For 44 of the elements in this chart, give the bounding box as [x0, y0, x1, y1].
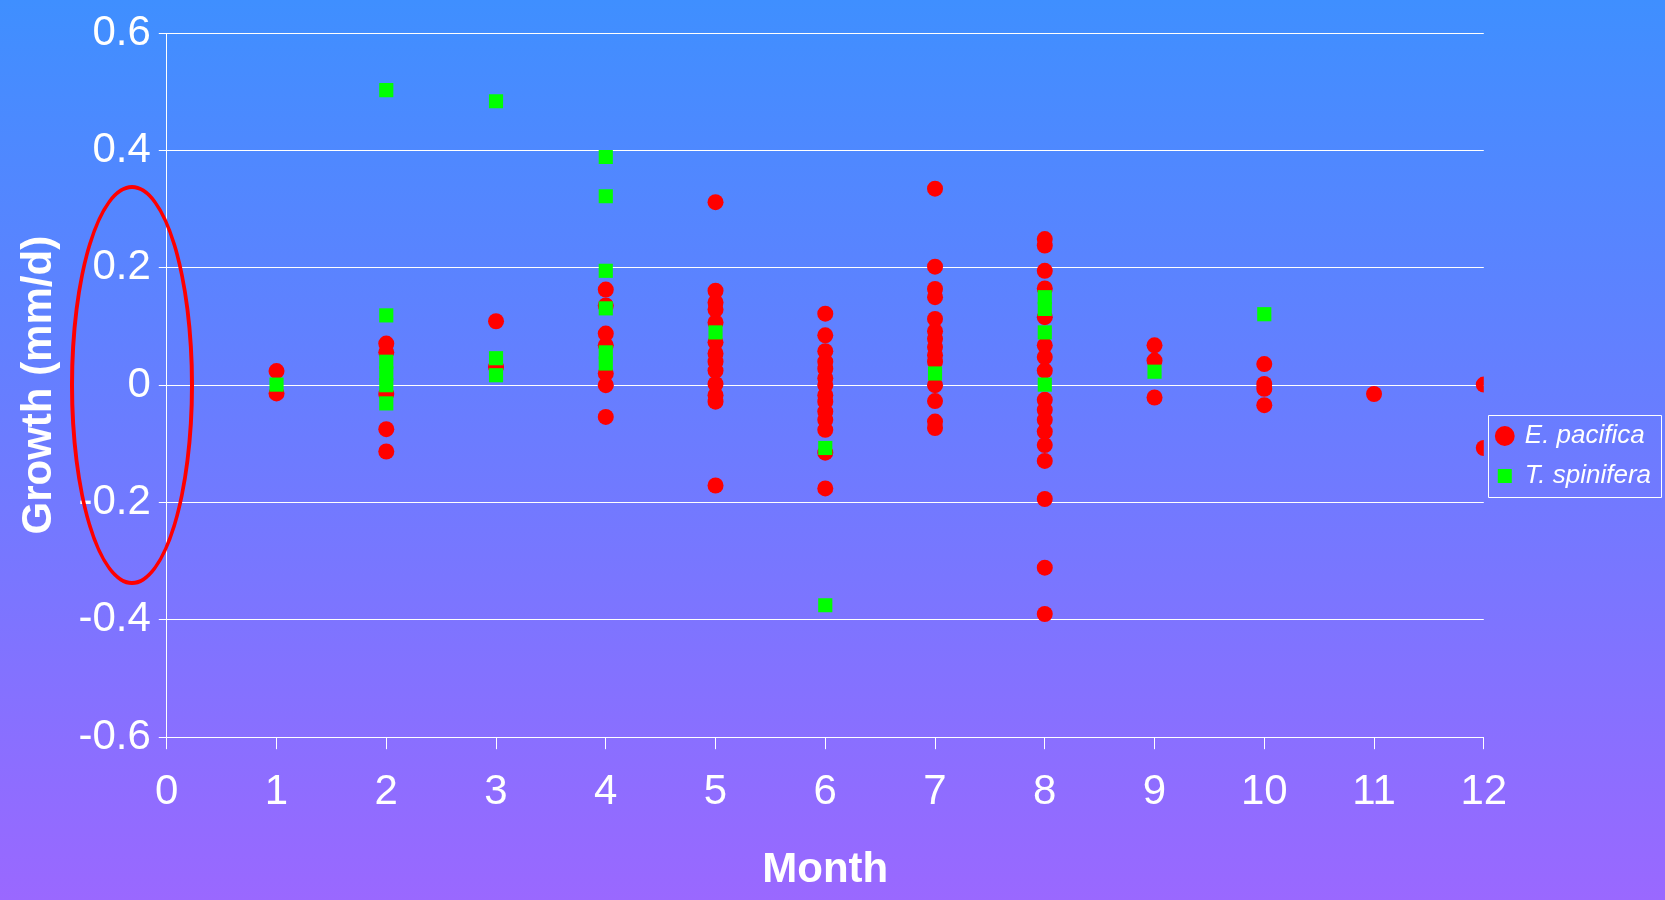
point: [379, 308, 394, 323]
y-tick-label: 0.4: [92, 124, 151, 172]
x-tick-label: 6: [813, 765, 837, 813]
point: [1037, 377, 1052, 392]
point: [1037, 301, 1052, 316]
legend-label: E. pacifica: [1524, 419, 1645, 450]
x-tick-label: 3: [484, 765, 508, 813]
x-tick-label: 4: [594, 765, 618, 813]
x-tick-label: 2: [374, 765, 398, 813]
point: [598, 189, 613, 204]
point: [379, 396, 394, 411]
point: [488, 94, 504, 109]
point: [379, 378, 394, 393]
x-tick-label: 12: [1460, 765, 1508, 813]
y-tick-label: 0.2: [92, 241, 151, 289]
point: [379, 83, 394, 98]
x-tick-label: 11: [1352, 765, 1396, 813]
y-axis-title: Growth (mm/d): [12, 235, 60, 535]
point: [1257, 307, 1272, 322]
x-axis-title: Month: [762, 844, 889, 892]
y-tick-label: 0: [127, 358, 151, 406]
point: [1147, 364, 1162, 379]
x-tick-label: 1: [264, 765, 289, 813]
x-tick-label: 8: [1033, 765, 1057, 813]
point: [598, 301, 613, 316]
x-tick-label: 5: [703, 765, 728, 813]
point: [488, 368, 504, 383]
point: [1037, 325, 1052, 340]
y-tick-label: -0.6: [78, 710, 151, 758]
point: [598, 263, 613, 278]
point: [598, 149, 613, 165]
point: [818, 440, 833, 456]
legend-label: T. spinifera: [1524, 459, 1651, 490]
point: [818, 598, 833, 613]
point: [488, 351, 504, 366]
x-tick-label: 7: [923, 765, 947, 813]
point: [269, 377, 284, 392]
point: [927, 366, 943, 381]
y-tick-label: -0.4: [78, 593, 151, 641]
y-tick-label: 0.6: [92, 6, 151, 54]
x-tick-label: 9: [1142, 765, 1167, 813]
point: [598, 356, 613, 371]
x-tick-label: 10: [1240, 765, 1288, 813]
point: [708, 325, 723, 340]
